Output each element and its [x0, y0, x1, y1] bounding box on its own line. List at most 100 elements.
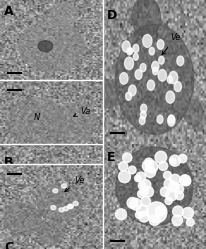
Circle shape	[156, 206, 165, 216]
Circle shape	[132, 0, 161, 38]
Circle shape	[159, 56, 164, 64]
Circle shape	[186, 218, 194, 226]
Ellipse shape	[116, 147, 193, 226]
Circle shape	[141, 180, 151, 190]
Circle shape	[73, 201, 78, 206]
Circle shape	[38, 221, 65, 243]
Circle shape	[141, 104, 147, 113]
Circle shape	[128, 166, 136, 174]
Circle shape	[169, 182, 179, 192]
Text: D: D	[107, 9, 117, 22]
Circle shape	[145, 158, 153, 167]
Circle shape	[153, 67, 158, 75]
Circle shape	[146, 161, 158, 173]
Circle shape	[152, 61, 159, 71]
Circle shape	[174, 185, 184, 194]
Circle shape	[123, 153, 132, 162]
Circle shape	[143, 187, 154, 197]
Circle shape	[168, 115, 175, 124]
Circle shape	[180, 175, 191, 186]
Circle shape	[175, 191, 184, 200]
Text: B: B	[4, 156, 14, 169]
Circle shape	[136, 211, 142, 218]
Text: Va: Va	[74, 107, 91, 117]
Circle shape	[119, 162, 128, 171]
Circle shape	[120, 72, 128, 84]
Circle shape	[127, 197, 138, 208]
Circle shape	[129, 48, 133, 54]
Circle shape	[141, 197, 151, 206]
Circle shape	[138, 190, 145, 198]
Circle shape	[179, 154, 187, 163]
Circle shape	[167, 76, 172, 83]
Circle shape	[122, 41, 130, 52]
Circle shape	[160, 187, 170, 196]
Circle shape	[19, 21, 84, 72]
Circle shape	[180, 175, 189, 184]
Circle shape	[7, 98, 65, 146]
Circle shape	[133, 44, 139, 53]
Circle shape	[4, 204, 41, 235]
Circle shape	[136, 172, 146, 182]
Text: C: C	[4, 241, 13, 249]
Circle shape	[139, 211, 149, 222]
Circle shape	[135, 69, 142, 79]
Text: N: N	[34, 113, 40, 122]
Circle shape	[165, 189, 177, 201]
Circle shape	[164, 171, 171, 179]
Circle shape	[166, 91, 174, 103]
Circle shape	[51, 205, 56, 210]
Circle shape	[133, 53, 138, 60]
Circle shape	[118, 171, 131, 183]
Circle shape	[149, 47, 154, 55]
Circle shape	[174, 81, 181, 92]
Circle shape	[170, 174, 180, 185]
Circle shape	[67, 204, 73, 209]
Circle shape	[135, 175, 141, 182]
Circle shape	[165, 197, 172, 205]
Circle shape	[172, 215, 183, 226]
Circle shape	[173, 206, 183, 217]
Circle shape	[115, 25, 194, 134]
Circle shape	[68, 204, 73, 208]
Circle shape	[52, 103, 97, 141]
Circle shape	[139, 117, 145, 124]
Text: A: A	[4, 5, 14, 18]
Circle shape	[125, 57, 133, 70]
Circle shape	[169, 71, 178, 84]
Circle shape	[145, 167, 156, 178]
Circle shape	[149, 215, 160, 226]
Circle shape	[49, 3, 78, 25]
Circle shape	[138, 182, 146, 189]
Text: E: E	[107, 151, 116, 164]
Circle shape	[140, 111, 146, 119]
Circle shape	[130, 198, 142, 210]
Circle shape	[183, 178, 191, 186]
Circle shape	[116, 209, 126, 220]
Circle shape	[167, 116, 175, 126]
Circle shape	[38, 41, 53, 52]
Circle shape	[158, 69, 166, 81]
Circle shape	[157, 115, 163, 124]
Circle shape	[142, 160, 153, 172]
Circle shape	[164, 179, 174, 189]
Circle shape	[59, 208, 64, 212]
Circle shape	[61, 184, 67, 188]
Circle shape	[157, 40, 164, 49]
Circle shape	[184, 100, 203, 126]
Circle shape	[140, 63, 146, 72]
Circle shape	[143, 34, 152, 47]
Circle shape	[177, 56, 184, 66]
Circle shape	[37, 184, 82, 221]
Circle shape	[129, 85, 136, 96]
Circle shape	[140, 187, 148, 196]
Text: Ve: Ve	[162, 33, 180, 55]
Circle shape	[137, 205, 148, 217]
Circle shape	[127, 48, 132, 55]
Circle shape	[155, 151, 167, 163]
Circle shape	[146, 202, 167, 223]
Circle shape	[169, 155, 180, 166]
Circle shape	[53, 188, 58, 193]
Circle shape	[159, 161, 168, 171]
Circle shape	[63, 207, 68, 211]
